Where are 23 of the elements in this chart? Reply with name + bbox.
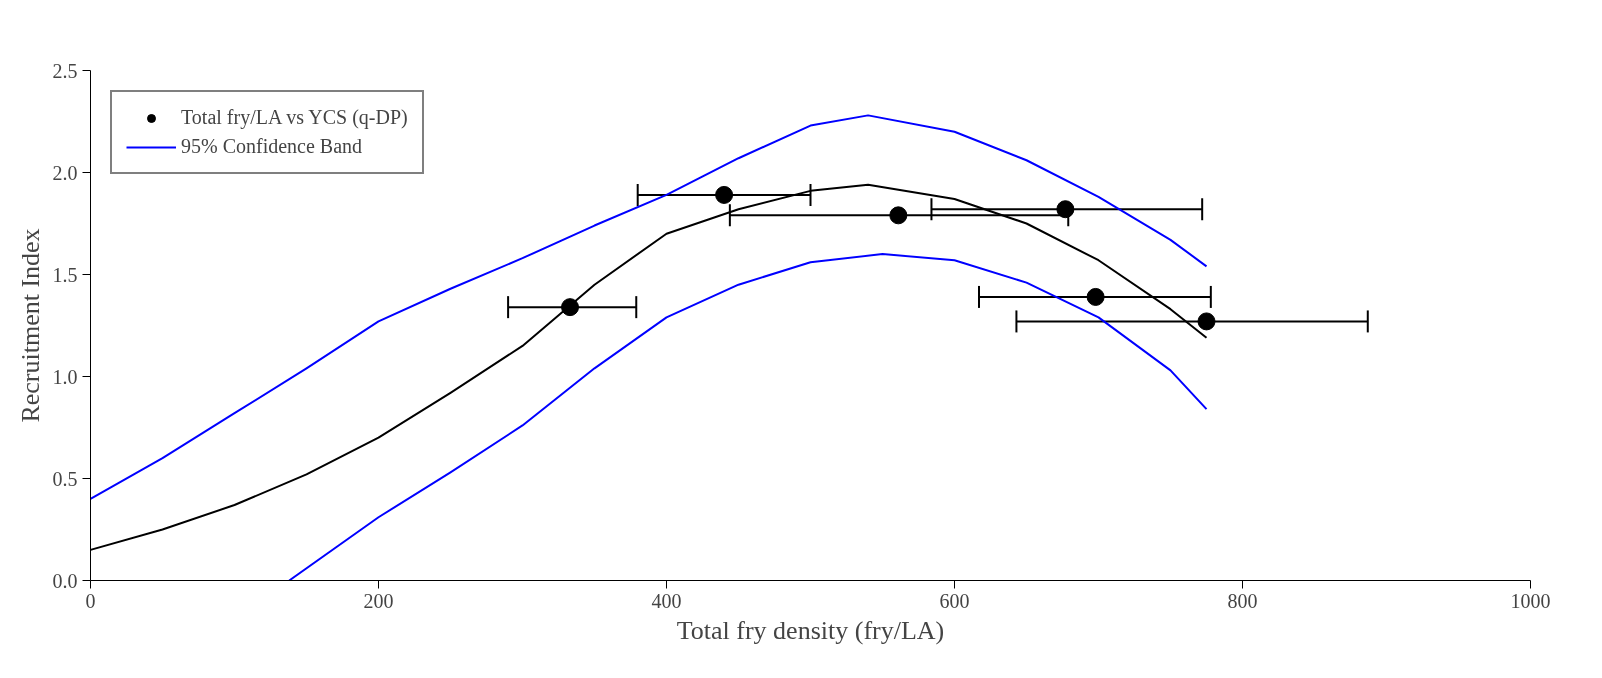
x-tick-label: 0 xyxy=(85,589,96,612)
x-tick-label: 800 xyxy=(1227,589,1258,612)
x-tick-label: 400 xyxy=(651,589,682,612)
point xyxy=(561,298,580,317)
point xyxy=(889,206,908,225)
y-tick-label: 1.0 xyxy=(52,365,78,388)
point xyxy=(1086,287,1105,306)
x-tick-label: 200 xyxy=(363,589,394,612)
y-tick-label: 2.0 xyxy=(52,161,78,184)
point xyxy=(1197,312,1216,331)
line-series xyxy=(288,253,1208,581)
legend-label: 95% Confidence Band xyxy=(181,135,363,158)
point xyxy=(1056,200,1075,219)
y-tick-label: 2.5 xyxy=(52,59,78,82)
legend-label: Total fry/LA vs YCS (q-DP) xyxy=(181,106,408,129)
x-tick-label: 1000 xyxy=(1510,589,1551,612)
y-tick-label: 0.0 xyxy=(52,569,78,592)
x-axis-title: Total fry density (fry/LA) xyxy=(676,615,945,645)
y-tick-label: 1.5 xyxy=(52,263,78,286)
y-axis-title: Recruitment Index xyxy=(15,228,45,423)
point xyxy=(715,185,734,204)
x-tick-label: 600 xyxy=(939,589,970,612)
y-tick-label: 0.5 xyxy=(52,467,78,490)
